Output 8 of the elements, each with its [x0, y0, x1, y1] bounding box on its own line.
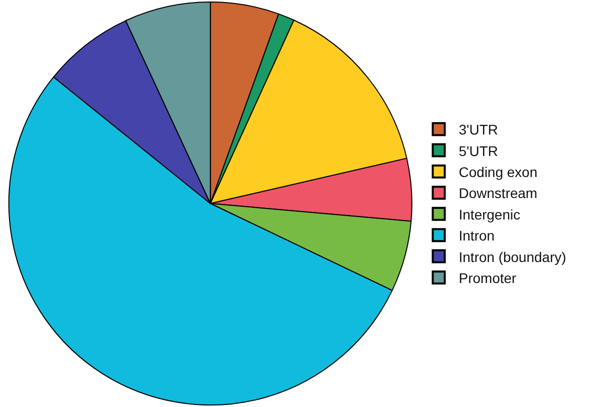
legend-label: Promoter [458, 270, 517, 286]
legend-label: Intron [458, 228, 495, 244]
legend-label: Intergenic [458, 206, 520, 222]
legend-label: Coding exon [458, 164, 538, 180]
legend-label: Intron (boundary) [458, 248, 566, 265]
legend-label: 3'UTR [458, 122, 498, 138]
legend-label: 5'UTR [458, 142, 498, 159]
legend-label: Downstream [458, 185, 538, 202]
